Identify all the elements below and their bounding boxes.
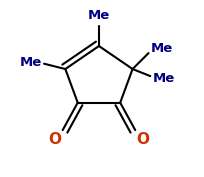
Text: O: O — [136, 132, 149, 147]
Text: Me: Me — [20, 56, 42, 69]
Text: O: O — [48, 132, 61, 147]
Text: Me: Me — [87, 9, 110, 22]
Text: Me: Me — [152, 72, 174, 85]
Text: Me: Me — [150, 42, 172, 55]
